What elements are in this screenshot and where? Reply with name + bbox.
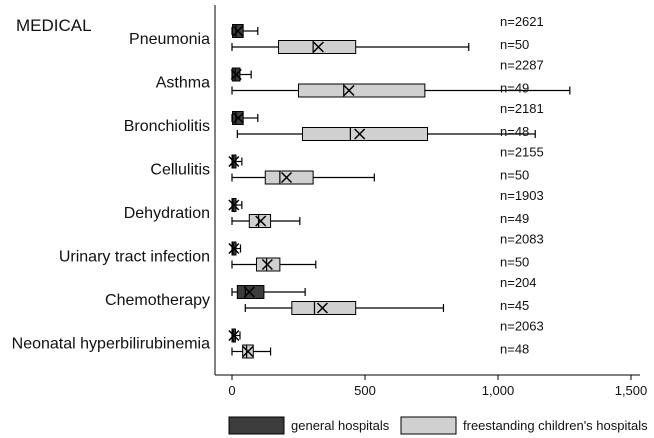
n-label-freestanding: n=49	[500, 81, 529, 96]
category-group: Bronchiolitis n=2181 n=48	[124, 101, 544, 141]
n-label-freestanding: n=50	[500, 168, 529, 183]
freestanding-mean-marker	[255, 215, 267, 227]
freestanding-mean-marker	[242, 345, 254, 358]
freestanding-box	[301, 127, 429, 141]
n-label-general: n=1903	[500, 188, 544, 203]
n-label-freestanding: n=50	[500, 255, 529, 270]
panel-label: MEDICAL	[16, 16, 92, 35]
n-label-general: n=2621	[500, 14, 544, 29]
n-label-freestanding: n=48	[500, 342, 529, 357]
category-group: Neonatal hyperbilirubinemia n=2063 n=48	[12, 319, 544, 359]
x-axis: 0 500 1,000 1,500	[214, 5, 648, 398]
n-label-freestanding: n=49	[500, 211, 529, 226]
general-box	[236, 285, 265, 299]
freestanding-box	[291, 301, 357, 315]
category-label: Pneumonia	[129, 31, 210, 48]
category-label: Asthma	[156, 75, 210, 92]
category-group: Chemotherapy n=204 n=45	[105, 275, 537, 315]
category-label: Chemotherapy	[105, 292, 210, 309]
n-label-general: n=2155	[500, 145, 544, 160]
legend-label: general hospitals	[291, 418, 390, 433]
general-mean-marker	[230, 68, 242, 81]
general-mean-marker	[232, 25, 244, 37]
freestanding-mean-marker	[312, 41, 324, 53]
n-label-general: n=2063	[500, 319, 544, 334]
category-label: Dehydration	[124, 205, 210, 222]
legend-label: freestanding children's hospitals	[463, 418, 648, 433]
n-label-freestanding: n=50	[500, 37, 529, 52]
freestanding-mean-marker	[316, 302, 328, 314]
legend-swatch	[400, 416, 457, 435]
n-label-freestanding: n=48	[500, 124, 529, 139]
freestanding-box	[298, 83, 426, 98]
general-mean-marker	[243, 286, 255, 298]
n-label-freestanding: n=45	[500, 298, 529, 313]
category-group: Pneumonia n=2621 n=50	[129, 14, 544, 54]
freestanding-box	[264, 170, 314, 185]
x-tick-label: 1,500	[615, 383, 648, 398]
category-group: Cellulitis n=2155 n=50	[150, 145, 544, 185]
category-label: Urinary tract infection	[59, 249, 210, 266]
general-mean-marker	[228, 329, 240, 342]
x-tick-label: 1,000	[482, 383, 515, 398]
legend: general hospitals freestanding children's…	[228, 416, 648, 435]
x-tick-label: 500	[354, 383, 376, 398]
n-label-general: n=2083	[500, 232, 544, 247]
n-label-general: n=2287	[500, 58, 544, 73]
x-tick-label: 0	[228, 383, 235, 398]
general-mean-marker	[228, 242, 240, 255]
freestanding-mean-marker	[261, 258, 273, 271]
category-group: Asthma n=2287 n=49	[156, 58, 571, 98]
category-group: Dehydration n=1903 n=49	[124, 188, 544, 228]
freestanding-mean-marker	[280, 171, 293, 184]
category-label: Cellulitis	[150, 162, 210, 179]
freestanding-mean-marker	[343, 84, 355, 97]
n-label-general: n=204	[500, 275, 537, 290]
general-mean-marker	[232, 112, 244, 124]
category-label: Bronchiolitis	[124, 118, 210, 135]
category-label: Neonatal hyperbilirubinemia	[12, 336, 210, 353]
legend-swatch	[228, 416, 285, 435]
freestanding-mean-marker	[354, 128, 366, 140]
general-mean-marker	[228, 155, 240, 168]
category-group: Urinary tract infection n=2083 n=50	[59, 232, 544, 272]
plot-area: Pneumonia n=2621 n=50 Asthma n=2287 n=49 Bronc…	[12, 14, 571, 359]
n-label-general: n=2181	[500, 101, 544, 116]
freestanding-box	[278, 40, 357, 54]
general-mean-marker	[228, 199, 240, 211]
